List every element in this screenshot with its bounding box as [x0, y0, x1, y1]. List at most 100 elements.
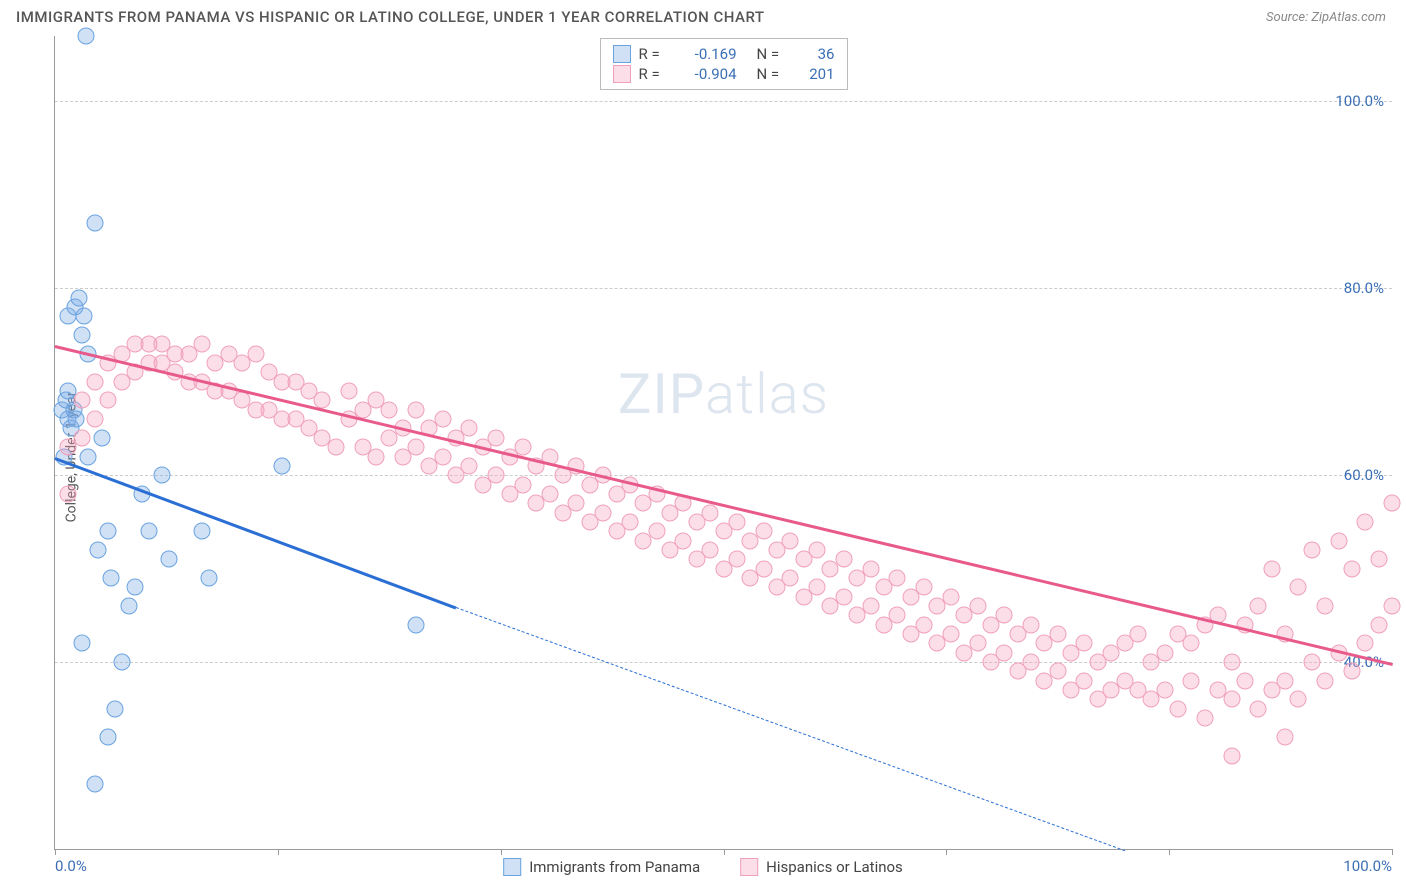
scatter-point: [407, 616, 424, 633]
scatter-point: [916, 579, 933, 596]
scatter-point: [488, 467, 505, 484]
scatter-point: [68, 411, 85, 428]
scatter-point: [541, 485, 558, 502]
scatter-point: [782, 532, 799, 549]
scatter-point: [835, 551, 852, 568]
r-label: R =: [639, 65, 669, 83]
legend-series-item: Immigrants from Panama: [503, 858, 700, 876]
n-value: 36: [795, 45, 835, 63]
scatter-point: [648, 523, 665, 540]
scatter-point: [1023, 616, 1040, 633]
y-tick-label: 100.0%: [1335, 92, 1384, 110]
x-tick: [55, 849, 56, 855]
x-tick-label: 0.0%: [55, 857, 87, 875]
scatter-point: [1343, 560, 1360, 577]
scatter-point: [1183, 635, 1200, 652]
r-value: -0.904: [677, 65, 737, 83]
gridline: [55, 475, 1392, 476]
scatter-point: [1277, 728, 1294, 745]
y-tick-label: 60.0%: [1344, 466, 1384, 484]
scatter-point: [916, 616, 933, 633]
chart-title: IMMIGRANTS FROM PANAMA VS HISPANIC OR LA…: [16, 8, 765, 26]
scatter-point: [100, 523, 117, 540]
scatter-point: [889, 569, 906, 586]
scatter-point: [1250, 700, 1267, 717]
scatter-point: [1290, 579, 1307, 596]
scatter-point: [80, 448, 97, 465]
scatter-point: [71, 289, 88, 306]
plot-area: ZIPatlas R =-0.169N =36R =-0.904N =201 4…: [54, 36, 1392, 850]
scatter-point: [1023, 654, 1040, 671]
scatter-point: [60, 485, 77, 502]
n-label: N =: [757, 65, 787, 83]
legend-stat-row: R =-0.169N =36: [613, 45, 835, 63]
scatter-point: [93, 429, 110, 446]
legend-stat-row: R =-0.904N =201: [613, 65, 835, 83]
scatter-point: [889, 607, 906, 624]
scatter-point: [113, 654, 130, 671]
scatter-point: [89, 541, 106, 558]
scatter-point: [73, 635, 90, 652]
scatter-point: [434, 411, 451, 428]
x-tick: [724, 849, 725, 855]
scatter-point: [153, 467, 170, 484]
scatter-point: [1303, 654, 1320, 671]
scatter-point: [461, 457, 478, 474]
legend-series-item: Hispanics or Latinos: [740, 858, 903, 876]
scatter-point: [969, 635, 986, 652]
trend-line-dashed: [456, 607, 1125, 851]
scatter-point: [107, 700, 124, 717]
scatter-point: [247, 345, 264, 362]
scatter-point: [73, 392, 90, 409]
scatter-point: [1330, 532, 1347, 549]
scatter-point: [1156, 644, 1173, 661]
scatter-point: [1370, 616, 1387, 633]
n-label: N =: [757, 45, 787, 63]
scatter-point: [809, 541, 826, 558]
scatter-point: [1343, 663, 1360, 680]
scatter-point: [782, 569, 799, 586]
scatter-point: [103, 569, 120, 586]
scatter-point: [1384, 598, 1401, 615]
scatter-point: [675, 532, 692, 549]
scatter-point: [862, 560, 879, 577]
scatter-point: [1303, 541, 1320, 558]
scatter-point: [434, 448, 451, 465]
scatter-point: [862, 598, 879, 615]
scatter-point: [728, 551, 745, 568]
scatter-point: [87, 214, 104, 231]
scatter-point: [1236, 672, 1253, 689]
scatter-point: [1223, 691, 1240, 708]
scatter-point: [568, 495, 585, 512]
legend-swatch: [613, 65, 631, 83]
x-tick: [501, 849, 502, 855]
scatter-point: [194, 523, 211, 540]
scatter-point: [100, 728, 117, 745]
scatter-point: [1317, 598, 1334, 615]
x-tick: [278, 849, 279, 855]
scatter-point: [194, 336, 211, 353]
scatter-point: [160, 551, 177, 568]
scatter-point: [755, 560, 772, 577]
gridline: [55, 662, 1392, 663]
legend-swatch: [503, 858, 521, 876]
legend-series-label: Hispanics or Latinos: [766, 858, 903, 876]
scatter-point: [407, 439, 424, 456]
x-tick: [1169, 849, 1170, 855]
scatter-point: [1384, 495, 1401, 512]
scatter-point: [87, 411, 104, 428]
scatter-point: [77, 28, 94, 45]
scatter-point: [461, 420, 478, 437]
scatter-point: [1170, 700, 1187, 717]
scatter-point: [755, 523, 772, 540]
scatter-point: [702, 504, 719, 521]
gridline: [55, 288, 1392, 289]
scatter-point: [76, 308, 93, 325]
x-tick: [1392, 849, 1393, 855]
scatter-point: [702, 541, 719, 558]
scatter-point: [100, 392, 117, 409]
scatter-point: [327, 439, 344, 456]
scatter-point: [996, 607, 1013, 624]
r-label: R =: [639, 45, 669, 63]
scatter-point: [514, 476, 531, 493]
